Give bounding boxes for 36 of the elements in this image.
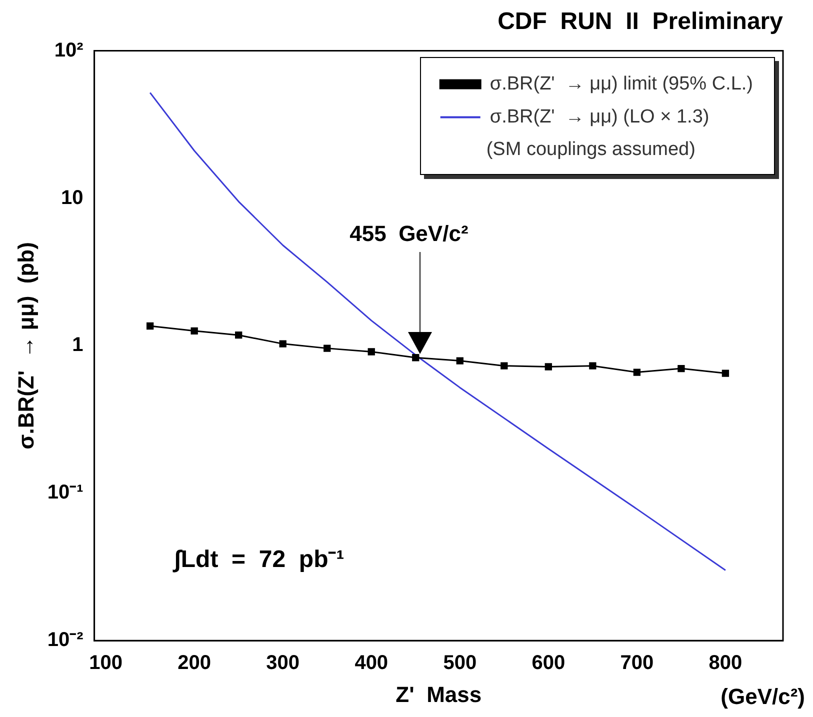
x-tick-label: 300 [266,652,300,674]
point [235,332,242,339]
point [589,362,596,370]
y-tick-label: 1 [72,334,84,356]
annotation: (SM couplings assumed) [486,138,696,161]
point [456,357,464,364]
y-axis-title: σ.BR(Z' → μμ) (pb) [13,242,38,450]
x-tick-label: 100 [89,652,122,674]
legend-label: σ.BR(Z' → μμ) (LO × 1.3) [490,106,710,128]
text: (GeV/c²) [720,684,805,710]
point [368,348,375,356]
x-tick-label: 500 [443,652,477,674]
point [146,322,154,330]
point [190,327,198,334]
chart-title: CDF RUN II Preliminary [498,8,784,36]
point [633,368,641,376]
point [544,363,552,370]
point [279,340,286,348]
y-tick-label: 10⁻² [47,629,84,652]
x-tick-label: 600 [532,652,566,674]
annotation: ∫Ldt = 72 pb⁻¹ [172,546,344,574]
point [500,362,508,370]
x-tick-label: 700 [620,652,654,674]
legend-label: σ.BR(Z' → μμ) limit (95% C.L.) [490,74,754,95]
annotation: 455 GeV/c² [350,220,468,246]
point [678,364,685,372]
y-tick-label: 10⁻¹ [47,482,84,504]
x-axis-title: Z' Mass [396,682,482,707]
x-tick-label: 800 [708,652,742,674]
point [722,370,730,377]
x-tick-label: 200 [178,652,212,674]
point [324,344,331,352]
y-tick-label: 10 [61,186,84,209]
x-tick-label: 400 [354,652,388,674]
y-tick-label: 10² [54,39,84,62]
point [412,354,420,362]
